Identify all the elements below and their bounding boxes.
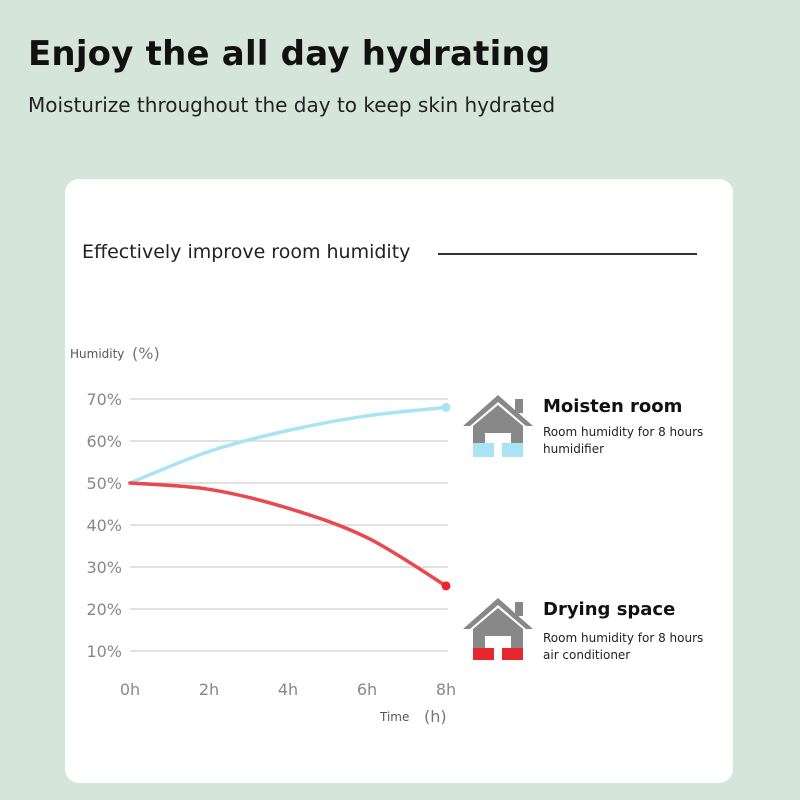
y-tick-label: 70% [86, 390, 122, 409]
y-tick-label: 40% [86, 516, 122, 535]
x-tick-label: 0h [120, 680, 140, 699]
x-tick-label: 2h [199, 680, 219, 699]
page-subtitle: Moisturize throughout the day to keep sk… [28, 93, 556, 117]
moisten-room-endpoint [441, 402, 451, 412]
y-tick-label: 60% [86, 432, 122, 451]
drying-space-endpoint [441, 581, 451, 591]
legend-moisten-line2: humidifier [543, 442, 605, 456]
legend-moisten-line1: Room humidity for 8 hours [543, 425, 704, 439]
y-axis-unit: (%) [132, 344, 160, 363]
gridlines [130, 398, 448, 652]
y-tick-labels: 10% 20% 30% 40% 50% 60% 70% [86, 390, 122, 661]
house-icon [463, 598, 533, 660]
chart-card [65, 179, 733, 783]
y-tick-label: 30% [86, 558, 122, 577]
title-rule [438, 253, 697, 255]
moisten-room-line [128, 405, 448, 485]
legend-drying-line1: Room humidity for 8 hours [543, 631, 704, 645]
page-title: Enjoy the all day hydrating [28, 34, 551, 74]
x-tick-labels: 0h 2h 4h 6h 8h [120, 680, 456, 699]
legend-moisten-name: Moisten room [543, 396, 683, 417]
drying-space-line [128, 481, 448, 588]
y-tick-label: 20% [86, 600, 122, 619]
legend-moisten-desc: Room humidity for 8 hours humidifier [543, 424, 703, 458]
x-tick-label: 4h [278, 680, 298, 699]
y-tick-label: 50% [86, 474, 122, 493]
x-axis-label: Time [379, 710, 409, 724]
series-lines [128, 402, 451, 591]
x-tick-label: 8h [436, 680, 456, 699]
legend-drying-line2: air conditioner [543, 648, 631, 662]
y-tick-label: 10% [86, 642, 122, 661]
y-axis-label: Humidity [70, 347, 124, 361]
card-title: Effectively improve room humidity [82, 241, 411, 263]
x-tick-label: 6h [357, 680, 377, 699]
legend-drying-desc: Room humidity for 8 hours air conditione… [543, 630, 703, 664]
x-axis-unit: (h) [424, 707, 447, 726]
legend-drying-name: Drying space [543, 599, 676, 620]
house-icon [463, 395, 533, 457]
